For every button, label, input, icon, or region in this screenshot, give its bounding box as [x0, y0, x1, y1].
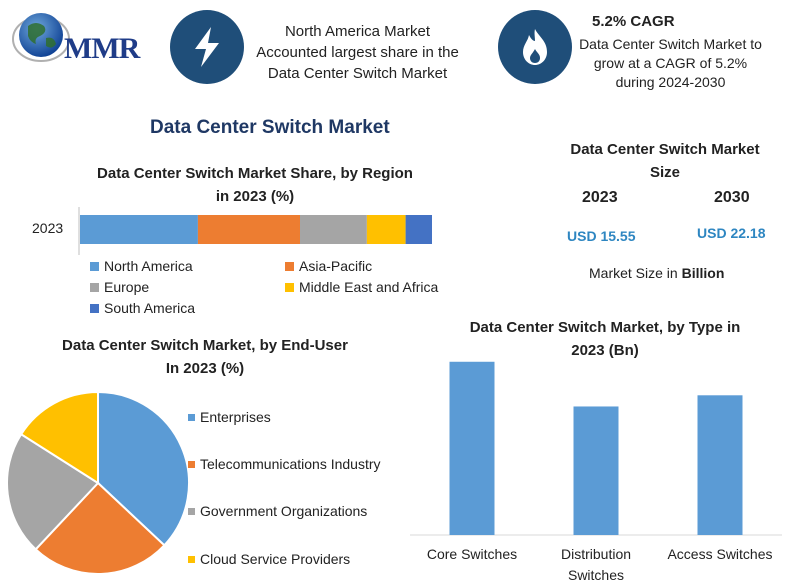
region-bar-segment [300, 215, 367, 244]
callout1-line: Accounted largest share in the [256, 44, 459, 61]
legend-swatch [90, 282, 99, 292]
legend-middle-east-africa: Middle East and Africa [285, 279, 438, 295]
market-size-title-line: Size [649, 164, 680, 181]
legend-label: Enterprises [200, 409, 271, 425]
type-bar [449, 361, 495, 535]
legend-enterprises: Enterprises [188, 409, 271, 425]
legend-north-america: North America [90, 258, 193, 274]
legend-europe: Europe [90, 279, 149, 295]
flame-icon [498, 10, 572, 84]
callout1-line: North America Market [284, 23, 431, 40]
mmr-logo: MMR [6, 8, 156, 66]
callout2-line: Data Center Switch Market to [579, 36, 762, 52]
globe-icon [12, 13, 70, 62]
legend-swatch [285, 261, 294, 271]
legend-label: South America [104, 300, 196, 316]
unit-prefix: Market Size in [589, 265, 682, 281]
callout2-text: Data Center Switch Market to grow at a C… [568, 35, 773, 92]
type-category-label: Core Switches [427, 546, 517, 562]
type-bar [573, 406, 619, 535]
unit-bold: Billion [681, 265, 725, 281]
legend-swatch [285, 282, 294, 292]
type-category-label: Distribution Switches [561, 546, 631, 583]
end-user-pie [6, 390, 190, 575]
pie-slice [6, 432, 100, 551]
type-bar [697, 395, 743, 535]
region-bar-segment [405, 215, 432, 244]
callout1-text: North America Market Accounted largest s… [245, 21, 470, 84]
region-bar-segment [366, 215, 406, 244]
callout2-line: during 2024-2030 [615, 74, 726, 90]
region-stacked-bar [78, 207, 432, 255]
legend-asia-pacific: Asia-Pacific [285, 258, 372, 274]
type-chart-title: Data Center Switch Market, by Type in 202… [469, 319, 741, 359]
market-size-title-line: Data Center Switch Market [570, 141, 760, 158]
market-size-unit: Market Size in Billion [589, 265, 724, 281]
year-2023: 2023 [582, 189, 618, 206]
pie-slice [97, 390, 190, 547]
year-2030: 2030 [714, 189, 750, 206]
type-category-label: Access Switches [667, 546, 772, 562]
value-2023: USD 15.55 [567, 228, 636, 244]
pie-chart-title: Data Center Switch Market, by End-User In… [62, 337, 348, 377]
legend-label: North America [104, 258, 193, 274]
region-category-label: 2023 [32, 220, 64, 236]
region-bar-segment [197, 215, 300, 244]
market-size-title: Data Center Switch Market Size [540, 138, 790, 184]
logo-text: MMR [64, 32, 140, 65]
legend-label: Middle East and Africa [299, 279, 439, 295]
legend-swatch [90, 261, 99, 271]
type-bar-chart: Core Switches Distribution Switches Access … [410, 361, 782, 583]
legend-government: Government Organizations [188, 503, 367, 519]
legend-swatch [188, 507, 195, 515]
legend-label: Asia-Pacific [299, 258, 373, 274]
cagr-title: 5.2% CAGR [592, 13, 675, 30]
legend-cloud-providers: Cloud Service Providers [188, 551, 350, 567]
region-chart-title: Data Center Switch Market Share, by Regi… [97, 165, 413, 205]
legend-swatch [188, 413, 195, 421]
value-2030: USD 22.18 [697, 225, 766, 241]
main-title: Data Center Switch Market [150, 117, 390, 138]
legend-label: Europe [104, 279, 150, 295]
legend-label: Telecommunications Industry [200, 456, 381, 472]
pie-slice [19, 390, 99, 485]
legend-swatch [90, 303, 99, 313]
lightning-bolt-icon [170, 10, 244, 84]
pie-slice [34, 481, 166, 575]
legend-swatch [188, 460, 195, 468]
legend-telecommunications: Telecommunications Industry [188, 456, 381, 472]
legend-south-america: South America [90, 300, 195, 316]
region-bar-segment [80, 215, 198, 244]
callout1-line: Data Center Switch Market [267, 65, 448, 82]
callout2-line: grow at a CAGR of 5.2% [593, 55, 748, 71]
legend-label: Cloud Service Providers [200, 551, 351, 567]
legend-swatch [188, 555, 195, 563]
legend-label: Government Organizations [200, 503, 368, 519]
